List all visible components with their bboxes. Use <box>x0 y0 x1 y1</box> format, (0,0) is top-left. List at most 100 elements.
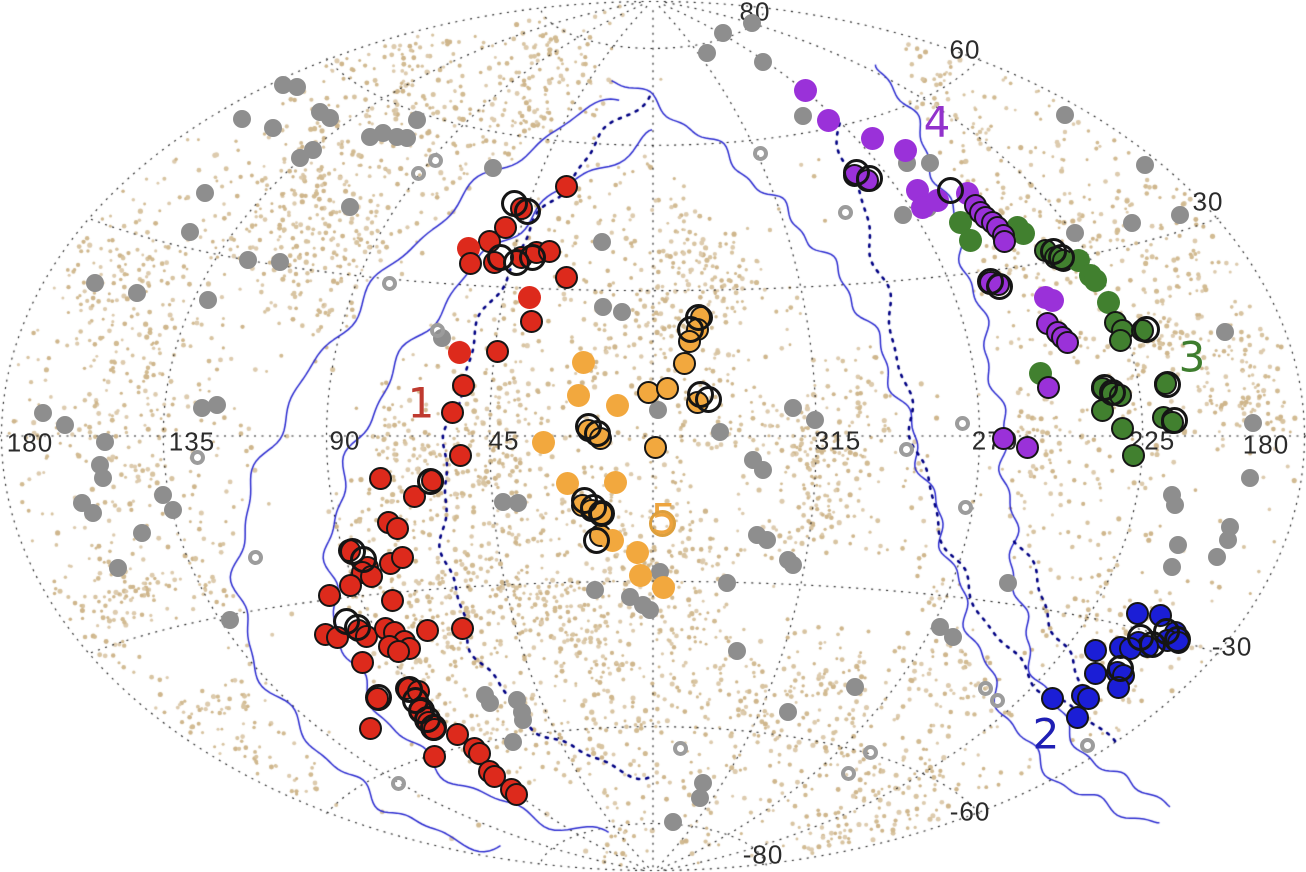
cluster-1-point <box>390 545 414 569</box>
open-circle-marker <box>513 197 541 225</box>
cluster-5-point <box>643 435 667 459</box>
field-galaxy-dot <box>711 423 729 441</box>
cluster-1-point <box>448 443 472 467</box>
field-galaxy-ring <box>1079 737 1095 753</box>
cluster-3-point <box>1121 443 1145 467</box>
field-galaxy-dot <box>999 574 1017 592</box>
latitude-tick--60: -60 <box>949 796 991 827</box>
longitude-tick-180-7: 180 <box>1242 429 1290 460</box>
cluster-3-point <box>1108 328 1132 352</box>
cluster-4-point <box>1055 330 1079 354</box>
field-galaxy-dot <box>221 611 239 629</box>
field-galaxy-dot <box>1244 414 1262 432</box>
cluster-3-point <box>1110 416 1134 440</box>
field-galaxy-dot <box>128 284 146 302</box>
open-circle-marker <box>1106 654 1134 682</box>
field-galaxy-ring <box>862 744 878 760</box>
field-galaxy-dot <box>1066 224 1084 242</box>
latitude-tick--30: -30 <box>1211 631 1253 662</box>
open-circle-marker <box>582 526 610 554</box>
cluster-2-label: 2 <box>1032 709 1060 759</box>
field-galaxy-ring <box>672 740 688 756</box>
field-galaxy-dot <box>96 433 114 451</box>
field-galaxy-dot <box>271 253 289 271</box>
field-galaxy-dot <box>84 504 102 522</box>
cluster-4-point <box>992 229 1016 253</box>
latitude-tick--80: -80 <box>742 839 784 870</box>
cluster-1-point <box>350 650 374 674</box>
open-circle-marker <box>587 499 615 527</box>
cluster-1-point <box>317 583 341 607</box>
cluster-5-point <box>571 350 595 374</box>
cluster-2-point <box>1040 686 1064 710</box>
cluster-1-label: 1 <box>407 378 435 428</box>
longitude-tick-45-3: 45 <box>488 425 520 456</box>
field-galaxy-dot <box>34 404 52 422</box>
open-circle-marker <box>1153 370 1181 398</box>
cluster-5-point <box>628 563 652 587</box>
field-galaxy-dot <box>694 774 712 792</box>
field-galaxy-ring <box>429 322 445 338</box>
cluster-2-point <box>1065 705 1089 729</box>
field-galaxy-dot <box>341 198 359 216</box>
cluster-3-point <box>958 228 982 252</box>
field-galaxy-dot <box>133 524 151 542</box>
cluster-1-point <box>445 722 469 746</box>
cluster-4-point <box>816 108 840 132</box>
field-galaxy-dot <box>698 44 716 62</box>
field-galaxy-ring <box>837 204 853 220</box>
longitude-tick-180-0: 180 <box>6 427 54 458</box>
cluster-1-point <box>338 573 362 597</box>
cluster-4-point <box>1036 375 1060 399</box>
cluster-1-point <box>358 716 382 740</box>
field-galaxy-dot <box>291 149 309 167</box>
open-circle-marker <box>694 385 722 413</box>
cluster-4-label: 4 <box>923 97 951 147</box>
cluster-1-point <box>422 744 446 768</box>
open-circle-marker <box>349 545 377 573</box>
open-circle-marker <box>684 303 712 331</box>
cluster-3-point <box>948 210 972 234</box>
open-circle-marker <box>985 272 1013 300</box>
field-galaxy-dot <box>398 129 416 147</box>
field-galaxy-dot <box>1208 548 1226 566</box>
field-galaxy-dot <box>408 111 426 129</box>
field-galaxy-ring <box>410 165 426 181</box>
latitude-tick-60: 60 <box>949 34 981 65</box>
field-galaxy-dot <box>239 251 257 269</box>
open-circle-marker <box>648 509 676 537</box>
field-galaxy-dot <box>233 110 251 128</box>
field-galaxy-dot <box>374 124 392 142</box>
cluster-2-point <box>1076 686 1100 710</box>
cluster-1-point <box>450 616 474 640</box>
field-galaxy-ring <box>989 692 1005 708</box>
field-galaxy-dot <box>1219 531 1237 549</box>
open-circle-marker <box>855 164 883 192</box>
field-galaxy-dot <box>593 233 611 251</box>
cluster-4-point <box>793 78 817 102</box>
cluster-1-point <box>517 285 541 309</box>
field-galaxy-ring <box>390 775 406 791</box>
cluster-4-point <box>1015 435 1039 459</box>
longitude-tick-315-4: 315 <box>814 425 862 456</box>
latitude-tick-30: 30 <box>1192 186 1224 217</box>
field-galaxy-dot <box>181 223 199 241</box>
field-galaxy-dot <box>504 733 522 751</box>
field-galaxy-dot <box>691 789 709 807</box>
field-galaxy-dot <box>208 396 226 414</box>
cluster-1-point <box>385 516 409 540</box>
open-circle-marker <box>936 176 964 204</box>
cluster-5-point <box>531 430 555 454</box>
cluster-5-point <box>605 393 629 417</box>
cluster-2-point <box>1083 661 1107 685</box>
cluster-1-point <box>467 741 491 765</box>
field-galaxy-dot <box>321 109 339 127</box>
cluster-1-point <box>485 339 509 363</box>
field-galaxy-dot <box>154 486 172 504</box>
field-galaxy-dot <box>921 154 939 172</box>
field-galaxy-dot <box>846 678 864 696</box>
field-galaxy-dot <box>664 813 682 831</box>
cluster-5-point <box>566 383 590 407</box>
field-galaxy-ring <box>957 499 973 515</box>
